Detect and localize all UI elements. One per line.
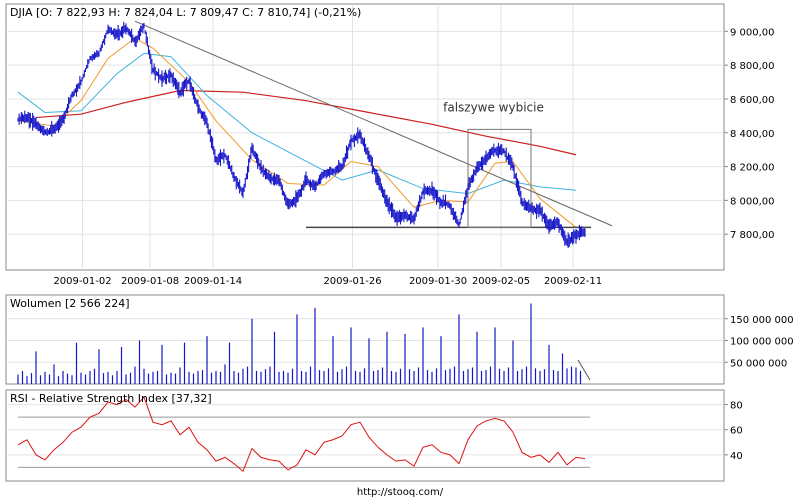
price-y-tick-label: 8 800,00 bbox=[730, 61, 775, 72]
price-x-tick-label: 2009-01-14 bbox=[184, 276, 242, 287]
price-y-tick-label: 7 800,00 bbox=[730, 230, 775, 241]
volume-panel: 150 000 000 100 000 000 50 000 000 Wolumen… bbox=[5, 294, 794, 385]
volume-y-axis: 150 000 000 100 000 000 50 000 000 bbox=[724, 315, 794, 369]
rsi-y-tick-label: 80 bbox=[730, 401, 743, 412]
rsi-y-tick-label: 40 bbox=[730, 451, 743, 462]
moving-average-cyan-line bbox=[17, 52, 577, 195]
price-panel-frame bbox=[5, 3, 725, 271]
volume-y-tick-label: 100 000 000 bbox=[730, 337, 794, 348]
rsi-y-axis: 80 60 40 bbox=[724, 401, 743, 462]
price-x-tick-label: 2009-02-05 bbox=[472, 276, 530, 287]
rsi-panel-title: RSI - Relative Strength Index [37,32] bbox=[10, 392, 212, 405]
footer-url: http://stooq.com/ bbox=[357, 487, 444, 498]
price-panel-title: DJIA [O: 7 822,93 H: 7 824,04 L: 7 809,4… bbox=[10, 6, 361, 19]
rsi-line bbox=[17, 396, 586, 473]
false-breakout-label: falszywe wybicie bbox=[443, 100, 544, 114]
volume-y-tick-label: 150 000 000 bbox=[730, 315, 794, 326]
volume-panel-title: Wolumen [2 566 224] bbox=[10, 297, 130, 310]
volume-y-tick-label: 50 000 000 bbox=[730, 358, 787, 369]
price-y-tick-label: 8 200,00 bbox=[730, 163, 775, 174]
trendline bbox=[134, 20, 613, 227]
price-y-tick-label: 9 000,00 bbox=[730, 27, 775, 38]
false-breakout-box bbox=[467, 128, 532, 228]
price-lines: falszywe wybicie bbox=[17, 20, 613, 249]
price-x-tick-label: 2009-02-11 bbox=[544, 276, 602, 287]
rsi-lines bbox=[17, 396, 590, 473]
rsi-panel-frame bbox=[5, 389, 725, 482]
volume-trend-stroke bbox=[577, 359, 591, 381]
rsi-panel: 80 60 40 RSI - Relative Strength Index [37… bbox=[5, 389, 743, 482]
price-panel: 9 000,00 8 800,00 8 600,00 8 400,00 8 200,00… bbox=[5, 3, 775, 287]
rsi-y-tick-label: 60 bbox=[730, 426, 743, 437]
volume-grid bbox=[6, 318, 724, 363]
price-x-tick-label: 2009-01-30 bbox=[409, 276, 467, 287]
price-y-tick-label: 8 600,00 bbox=[730, 95, 775, 106]
price-y-tick-label: 8 400,00 bbox=[730, 129, 775, 140]
moving-average-red-line bbox=[35, 89, 577, 156]
price-x-tick-label: 2009-01-26 bbox=[323, 276, 381, 287]
volume-bars bbox=[17, 303, 591, 384]
price-x-tick-label: 2009-01-08 bbox=[121, 276, 179, 287]
price-y-axis: 9 000,00 8 800,00 8 600,00 8 400,00 8 200,00… bbox=[724, 27, 775, 241]
price-y-tick-label: 8 000,00 bbox=[730, 196, 775, 207]
price-x-axis: 2009-01-02 2009-01-08 2009-01-14 2009-01-26… bbox=[53, 276, 602, 287]
price-x-tick-label: 2009-01-02 bbox=[53, 276, 111, 287]
